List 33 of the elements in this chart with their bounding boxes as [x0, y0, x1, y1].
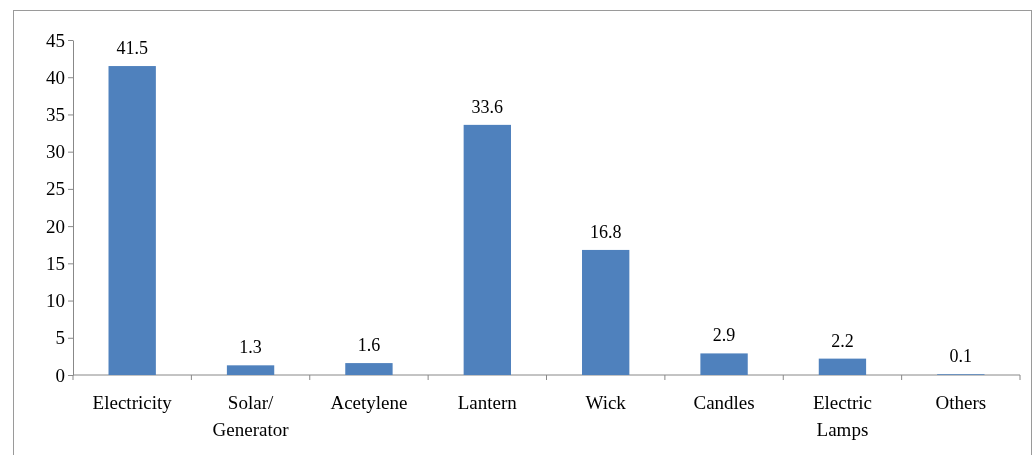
y-tick-label: 20 — [46, 215, 65, 237]
data-label: 16.8 — [589, 221, 622, 242]
x-tick-label: Wick — [585, 392, 627, 413]
y-tick-label: 25 — [46, 178, 65, 200]
x-tick-label: Electricity — [92, 392, 173, 413]
bar — [818, 358, 867, 375]
data-label: 2.2 — [831, 330, 854, 351]
bar — [345, 363, 393, 375]
bar — [108, 66, 156, 375]
data-label: 41.5 — [116, 38, 148, 59]
y-tick-label: 5 — [55, 327, 65, 349]
bar — [700, 353, 748, 375]
y-tick-label: 45 — [46, 29, 65, 51]
x-tick-label: Lantern — [457, 392, 518, 413]
x-tick-label: Candles — [693, 392, 755, 413]
y-tick-label: 0 — [55, 364, 65, 386]
x-tick-label: Electric Lamps — [812, 392, 872, 440]
y-tick-label: 40 — [46, 66, 65, 88]
y-tick-label: 35 — [46, 104, 65, 126]
x-tick-label: Acetylene — [330, 392, 408, 413]
y-tick-label: 10 — [46, 290, 65, 312]
bar — [463, 124, 511, 375]
bar — [226, 365, 275, 375]
data-label: 1.6 — [357, 335, 381, 356]
x-tick-label: Solar/Generator — [212, 392, 290, 440]
data-label: 0.1 — [949, 346, 973, 367]
x-tick-label: Others — [935, 392, 987, 413]
data-label: 2.9 — [712, 325, 736, 346]
data-label: 33.6 — [471, 96, 504, 117]
y-tick-label: 30 — [46, 141, 65, 163]
data-label: 1.3 — [239, 337, 262, 358]
y-tick-label: 15 — [46, 252, 65, 274]
bar — [582, 249, 630, 375]
